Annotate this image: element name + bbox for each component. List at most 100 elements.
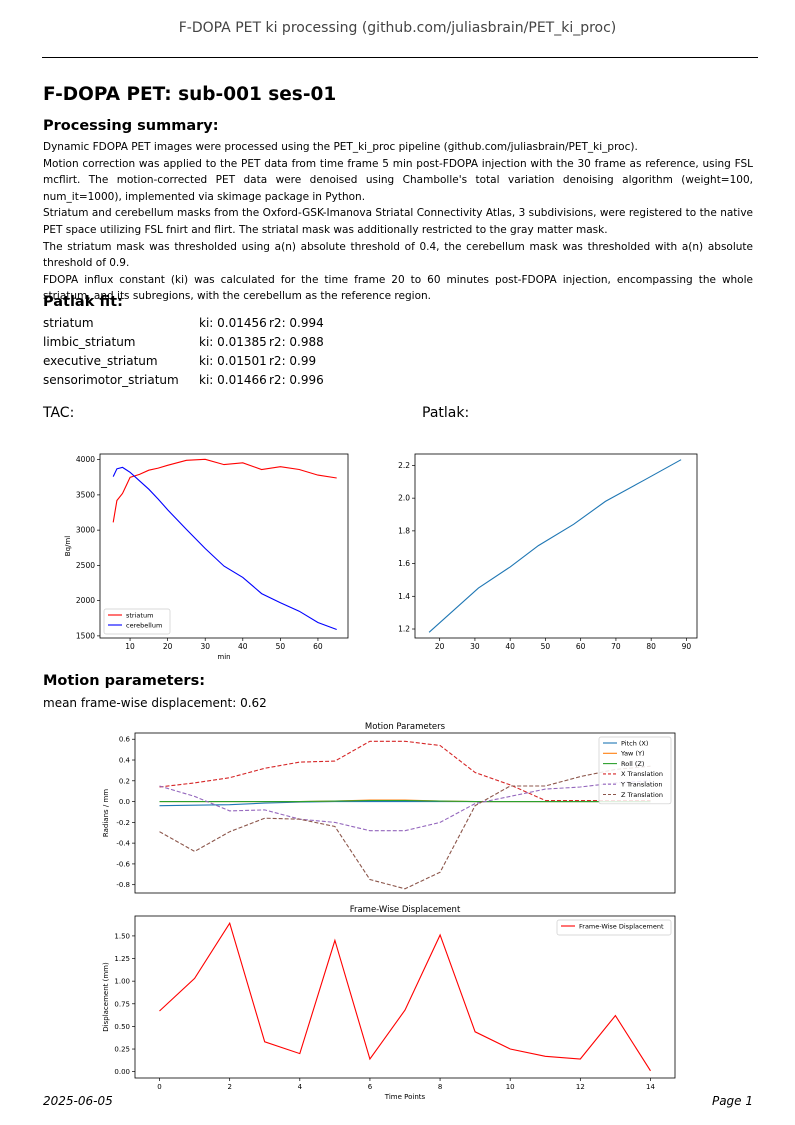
r2-cell: r2: 0.994	[269, 316, 324, 331]
fd-chart-title: Frame-Wise Displacement	[350, 905, 461, 915]
r2-cell: r2: 0.988	[269, 335, 324, 350]
legend-label: Y Translation	[620, 781, 662, 789]
fd-y-axis-label: Displacement (mm)	[102, 962, 110, 1032]
series-line-z-translation	[159, 765, 651, 890]
x-tick-label: 60	[576, 642, 586, 651]
legend-label: Yaw (Y)	[620, 750, 644, 758]
x-tick-label: 6	[368, 1083, 373, 1091]
x-tick-label: 4	[298, 1083, 303, 1091]
x-tick-label: 14	[646, 1083, 655, 1091]
x-tick-label: 50	[541, 642, 551, 651]
x-tick-label: 90	[682, 642, 692, 651]
y-tick-label: 0.50	[114, 1023, 130, 1031]
x-tick-label: 2	[227, 1083, 231, 1091]
patlak-fit-heading: Patlak fit:	[43, 294, 123, 310]
motion-legend-box	[598, 736, 672, 805]
y-tick-label: 0.00	[114, 1068, 130, 1076]
x-tick-label: 20	[435, 642, 445, 651]
series-line-roll-z-	[159, 799, 651, 803]
x-tick-label: 10	[506, 1083, 515, 1091]
y-tick-label: 2500	[76, 561, 95, 570]
y-tick-label: 1500	[76, 631, 95, 640]
tac-legend-box	[103, 608, 171, 635]
summary-heading: Processing summary:	[43, 118, 219, 134]
x-tick-label: 50	[276, 642, 286, 651]
series-line-yaw-y-	[159, 799, 651, 803]
series-line-y-translation	[159, 780, 651, 832]
running-header: F-DOPA PET ki processing (github.com/jul…	[178, 20, 617, 36]
region-cell: limbic_striatum	[43, 335, 136, 350]
series-line-x-translation	[159, 740, 651, 802]
processing-summary: Dynamic FDOPA PET images were processed …	[43, 139, 753, 305]
tac-x-axis-label: min	[217, 653, 230, 661]
table-row: executive_striatum ki: 0.01501 r2: 0.99	[43, 352, 324, 371]
patlak-plot-frame	[414, 453, 698, 639]
ki-cell: ki: 0.01501	[199, 353, 267, 368]
summary-paragraph: Dynamic FDOPA PET images were processed …	[43, 141, 638, 153]
patlak-fit-table: striatum ki: 0.01456 r2: 0.994 limbic_st…	[43, 314, 324, 389]
series-line-pitch-x-	[159, 801, 651, 807]
y-tick-label: 1.4	[398, 592, 410, 601]
tac-label: TAC:	[43, 405, 75, 421]
x-tick-label: 20	[163, 642, 173, 651]
x-tick-label: 30	[200, 642, 210, 651]
y-tick-label: 1.50	[114, 932, 130, 940]
y-tick-label: 0.4	[119, 757, 131, 765]
y-tick-label: 2.2	[398, 461, 410, 470]
x-tick-label: 40	[238, 642, 248, 651]
legend-label: Frame-Wise Displacement	[579, 922, 664, 930]
legend-label: Pitch (X)	[621, 739, 648, 747]
patlak-label: Patlak:	[422, 405, 470, 421]
motion-plot-frame	[134, 732, 676, 894]
y-tick-label: 3500	[76, 490, 95, 499]
r2-cell: r2: 0.996	[269, 372, 324, 387]
region-cell: executive_striatum	[43, 353, 158, 368]
y-tick-label: 3000	[76, 526, 95, 535]
footer-page: Page 1	[711, 1094, 753, 1108]
summary-paragraph: Striatum and cerebellum masks from the O…	[43, 207, 753, 236]
y-tick-label: -0.8	[116, 881, 130, 889]
x-tick-label: 12	[576, 1083, 585, 1091]
series-line-patlak	[428, 459, 682, 633]
motion-heading: Motion parameters:	[43, 673, 206, 689]
y-tick-label: 1.8	[398, 526, 410, 535]
region-cell: striatum	[43, 316, 94, 331]
fd-legend-box	[556, 919, 672, 936]
y-tick-label: 1.6	[398, 559, 410, 568]
fd-x-axis-label: Time Points	[384, 1093, 426, 1101]
y-tick-label: 1.25	[114, 955, 130, 963]
legend-label: cerebellum	[126, 621, 162, 629]
y-tick-label: 1.00	[114, 978, 130, 986]
mean-fd-text: mean frame-wise displacement: 0.62	[43, 696, 267, 710]
y-tick-label: 2.0	[398, 494, 410, 503]
series-line-cerebellum	[112, 466, 337, 631]
y-tick-label: 0.2	[119, 777, 130, 785]
x-tick-label: 60	[313, 642, 323, 651]
summary-paragraph: Motion correction was applied to the PET…	[43, 157, 753, 203]
tac-y-axis-label: Bq/ml	[64, 536, 72, 556]
footer-date: 2025-06-05	[43, 1094, 113, 1108]
series-line-striatum	[112, 458, 337, 523]
legend-label: Z Translation	[621, 791, 663, 799]
y-tick-label: 0.75	[114, 1000, 130, 1008]
x-tick-label: 8	[438, 1083, 442, 1091]
x-tick-label: 0	[157, 1083, 161, 1091]
y-tick-label: 0.6	[119, 736, 131, 744]
r2-cell: r2: 0.99	[269, 353, 317, 368]
y-tick-label: 0.25	[114, 1046, 130, 1054]
legend-label: striatum	[126, 611, 153, 619]
y-tick-label: -0.4	[116, 840, 130, 848]
motion-y-axis-label: Radians / mm	[102, 789, 110, 837]
region-cell: sensorimotor_striatum	[43, 372, 179, 387]
y-tick-label: -0.6	[116, 860, 130, 868]
page-title: F-DOPA PET: sub-001 ses-01	[43, 84, 337, 105]
y-tick-label: 0.0	[119, 798, 130, 806]
legend-label: Roll (Z)	[621, 760, 644, 768]
y-tick-label: -0.2	[116, 819, 130, 827]
y-tick-label: 2000	[76, 596, 95, 605]
tac-plot-frame	[99, 453, 349, 639]
x-tick-label: 80	[646, 642, 656, 651]
table-row: limbic_striatum ki: 0.01385 r2: 0.988	[43, 333, 324, 352]
summary-paragraph: FDOPA influx constant (ki) was calculate…	[43, 273, 753, 303]
motion-chart-title: Motion Parameters	[365, 722, 446, 732]
